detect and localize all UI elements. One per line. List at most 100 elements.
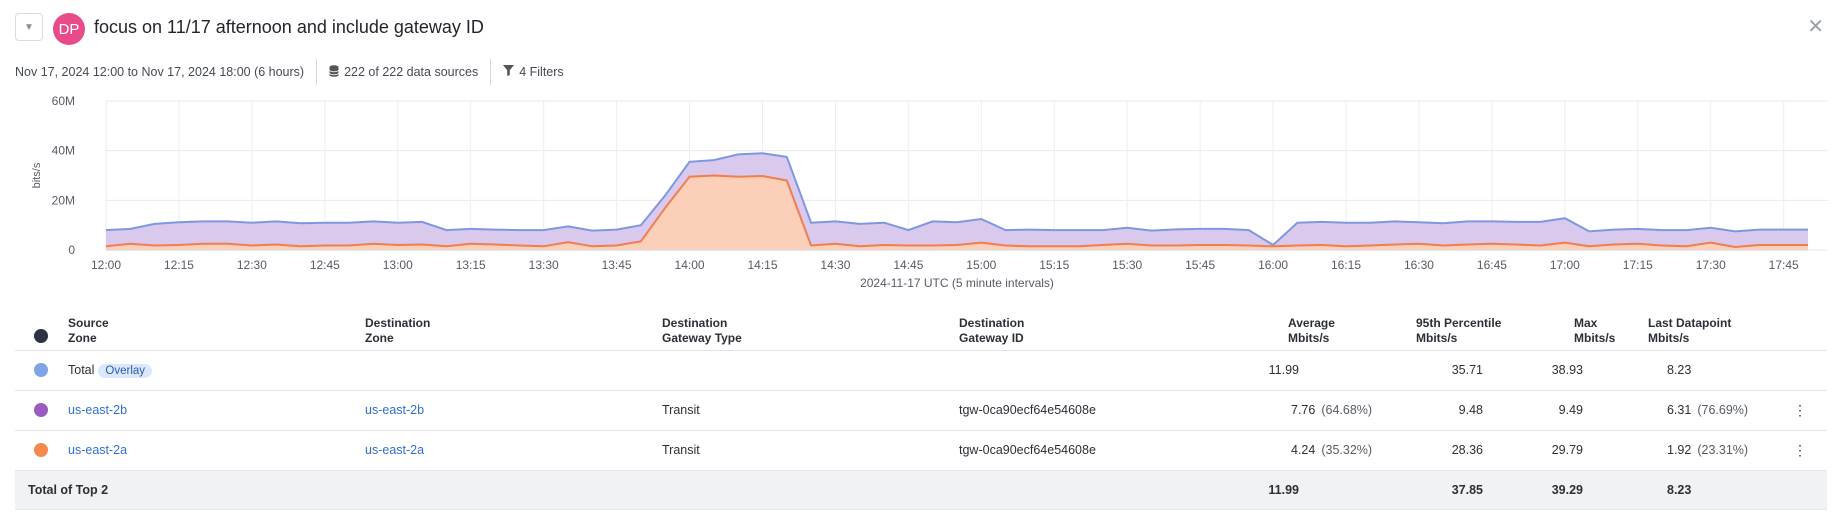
y-tick-label: 40M	[52, 144, 75, 158]
y-tick-label: 60M	[52, 94, 75, 108]
y-tick-label: 0	[68, 243, 75, 257]
col-last-datapoint[interactable]: Last Datapoint Mbits/s	[1648, 316, 1731, 346]
x-tick-label: 13:00	[383, 258, 413, 272]
x-tick-label: 17:15	[1623, 258, 1653, 272]
x-tick-label: 16:45	[1477, 258, 1507, 272]
header-sub: Mbits/s	[1288, 331, 1330, 345]
col-95th-percentile[interactable]: 95th Percentile Mbits/s	[1416, 316, 1501, 346]
average: 4.24	[1291, 443, 1316, 457]
series-line	[105, 174, 1808, 249]
x-tick-label: 14:45	[893, 258, 923, 272]
traffic-chart: 0 20M 40M 60M 12:00 12:15 12:30 12:45 13:00 13:15…	[31, 94, 1828, 290]
header-label: Source	[68, 316, 109, 330]
source-zone-link[interactable]: us-east-2a	[68, 443, 128, 457]
x-tick-label: 14:30	[820, 258, 850, 272]
total-max: 38.93	[1551, 363, 1583, 377]
header-sub: Mbits/s	[1574, 331, 1616, 345]
more-options-icon[interactable]: ⋮	[1793, 402, 1807, 418]
x-tick-label: 14:00	[675, 258, 705, 272]
col-average[interactable]: Average Mbits/s	[1288, 316, 1335, 346]
header-sub: Zone	[68, 331, 97, 345]
footer-p95: 37.85	[1451, 483, 1483, 497]
data-sources[interactable]: 222 of 222 data sources	[344, 65, 479, 79]
last: 1.92	[1667, 443, 1692, 457]
total-label: Total	[68, 363, 95, 377]
header-label: Destination	[365, 316, 431, 330]
divider	[490, 59, 492, 85]
x-tick-label: 15:45	[1185, 258, 1215, 272]
x-tick-label: 16:30	[1404, 258, 1434, 272]
header: ▼ DP focus on 11/17 afternoon and includ…	[0, 0, 1840, 56]
avatar: DP	[53, 13, 85, 45]
header-label: 95th Percentile	[1416, 316, 1502, 330]
table-row-total: Total Overlay 11.99 35.71 38.93 8.23	[15, 351, 1827, 391]
header-label: Last Datapoint	[1648, 316, 1732, 330]
header-sub: Mbits/s	[1416, 331, 1458, 345]
destination-zone-link[interactable]: us-east-2b	[365, 403, 425, 417]
x-tick-label: 12:45	[310, 258, 340, 272]
total-label-cell: Total Overlay	[68, 363, 153, 378]
x-tick-label: 15:00	[966, 258, 996, 272]
x-tick-label: 15:30	[1112, 258, 1142, 272]
more-options-icon[interactable]: ⋮	[1793, 442, 1807, 458]
series-line	[105, 152, 1808, 247]
table-header: Source Zone Destination Zone Destination Ga…	[15, 306, 1827, 351]
close-icon[interactable]: ✕	[1807, 16, 1824, 38]
total-p95: 35.71	[1451, 363, 1483, 377]
x-tick-label: 15:15	[1039, 258, 1069, 272]
series-toggle[interactable]	[34, 443, 48, 457]
table-row: us-east-2b us-east-2b Transit tgw-0ca90e…	[15, 391, 1827, 431]
table-row: us-east-2a us-east-2a Transit tgw-0ca90e…	[15, 431, 1827, 471]
series-toggle[interactable]	[34, 403, 48, 417]
x-tick-label: 16:15	[1331, 258, 1361, 272]
page-title: focus on 11/17 afternoon and include gat…	[94, 17, 484, 37]
header-sub: Zone	[365, 331, 394, 345]
last-pct: (23.31%)	[1697, 443, 1749, 457]
header-label: Max	[1574, 316, 1598, 330]
series-area	[106, 153, 1808, 250]
max: 29.79	[1551, 443, 1583, 457]
gateway-type: Transit	[662, 403, 700, 417]
total-last: 8.23	[1667, 363, 1692, 377]
header-label: Average	[1288, 316, 1335, 330]
x-tick-label: 17:45	[1769, 258, 1799, 272]
x-tick-label: 17:30	[1696, 258, 1726, 272]
source-zone-link[interactable]: us-east-2b	[68, 403, 128, 417]
database-icon	[329, 64, 339, 80]
filter-icon	[503, 65, 515, 79]
header-sub: Gateway Type	[662, 331, 742, 345]
destination-zone-link[interactable]: us-east-2a	[365, 443, 425, 457]
x-tick-label: 16:00	[1258, 258, 1288, 272]
x-tick-label: 12:15	[164, 258, 194, 272]
header-label: Destination	[959, 316, 1025, 330]
average: 7.76	[1291, 403, 1316, 417]
series-toggle-total[interactable]	[34, 363, 48, 377]
gateway-type: Transit	[662, 443, 700, 457]
x-tick-label: 12:30	[237, 258, 267, 272]
last: 6.31	[1667, 403, 1692, 417]
average-pct: (35.32%)	[1321, 443, 1373, 457]
overlay-badge: Overlay	[98, 364, 153, 378]
header-label: Destination	[662, 316, 728, 330]
col-destination-zone[interactable]: Destination Zone	[365, 316, 430, 346]
p95: 28.36	[1451, 443, 1483, 457]
filters-button[interactable]: 4 Filters	[519, 65, 564, 79]
x-tick-label: 13:45	[602, 258, 632, 272]
last-cell: 1.92 (23.31%)	[1667, 443, 1748, 457]
average-pct: (64.68%)	[1321, 403, 1373, 417]
footer-average: 11.99	[1268, 483, 1299, 497]
x-tick-label: 13:30	[529, 258, 559, 272]
footer-max: 39.29	[1551, 483, 1583, 497]
last-pct: (76.69%)	[1697, 403, 1749, 417]
col-source-zone[interactable]: Source Zone	[68, 316, 109, 346]
col-gateway-id[interactable]: Destination Gateway ID	[959, 316, 1024, 346]
chevron-down-icon[interactable]: ▼	[15, 13, 43, 41]
legend-toggle-all[interactable]	[34, 329, 48, 343]
average-cell: 7.76 (64.68%)	[1291, 403, 1372, 417]
col-max[interactable]: Max Mbits/s	[1574, 316, 1615, 346]
time-range[interactable]: Nov 17, 2024 12:00 to Nov 17, 2024 18:00…	[15, 65, 305, 79]
footer-last: 8.23	[1667, 483, 1692, 497]
col-gateway-type[interactable]: Destination Gateway Type	[662, 316, 742, 346]
footer-label: Total of Top 2	[28, 483, 109, 497]
header-sub: Gateway ID	[959, 331, 1024, 345]
